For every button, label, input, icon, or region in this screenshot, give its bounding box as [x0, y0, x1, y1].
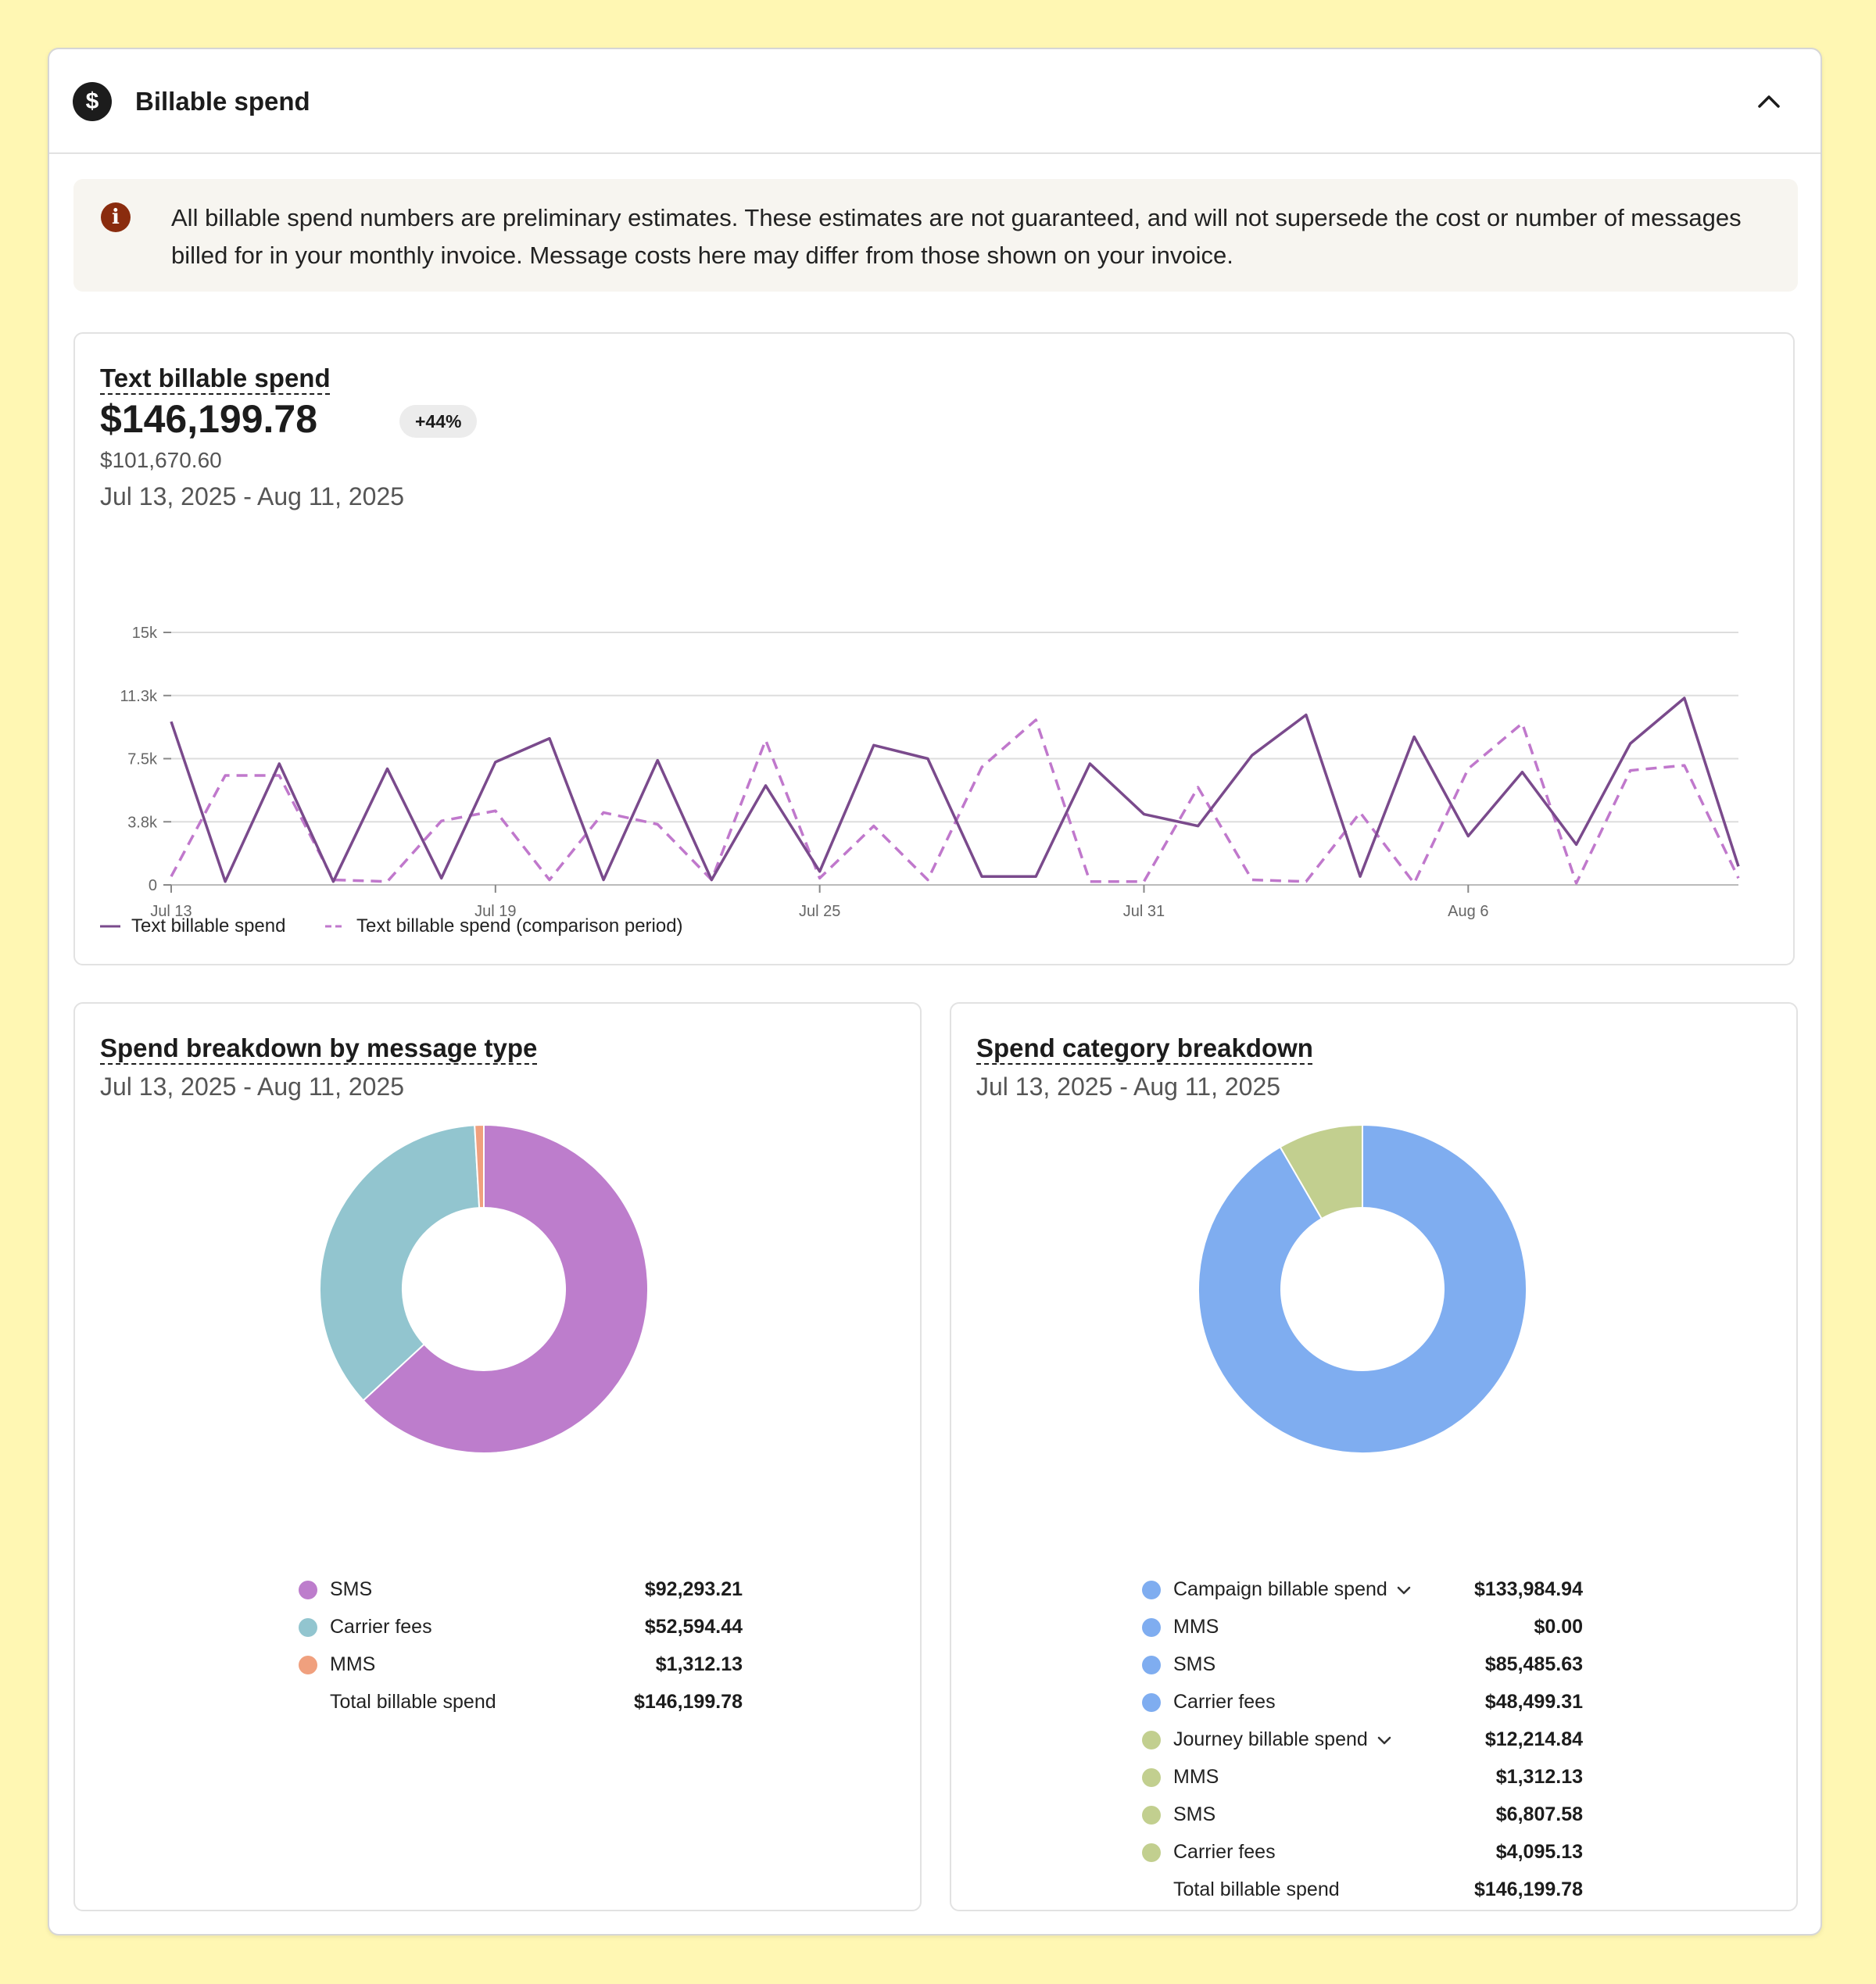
breakdown-value: $1,312.13 [655, 1653, 743, 1675]
breakdown-row: MMS $0.00 [1142, 1616, 1583, 1639]
breakdown-row[interactable]: Campaign billable spend $133,984.94 [1142, 1578, 1583, 1602]
breakdown-row: Carrier fees $4,095.13 [1142, 1841, 1583, 1864]
breakdown-row: Carrier fees $52,594.44 [299, 1616, 743, 1639]
donut-slice-journey-billable-spend[interactable] [1279, 1123, 1363, 1220]
legend-item-comparison[interactable]: Text billable spend (comparison period) [325, 915, 683, 937]
total-row: Total billable spend $146,199.78 [1142, 1878, 1583, 1902]
breakdown-value: $85,485.63 [1484, 1653, 1583, 1675]
breakdown-row[interactable]: Journey billable spend $12,214.84 [1142, 1728, 1583, 1752]
legend-dot [299, 1618, 317, 1637]
breakdown-value: $92,293.21 [644, 1578, 743, 1600]
info-icon: i [101, 202, 131, 232]
breakdown-row: MMS $1,312.13 [299, 1653, 743, 1677]
category-donut [1198, 1123, 1527, 1454]
breakdown-label: Carrier fees [1173, 1841, 1276, 1863]
change-badge: +44% [399, 405, 478, 438]
text-spend-value: $146,199.78 [100, 397, 318, 441]
text-spend-card: Text billable spend $146,199.78 +44% $10… [73, 332, 1795, 965]
legend-dot [1142, 1731, 1161, 1749]
estimate-notice: i All billable spend numbers are prelimi… [73, 179, 1798, 292]
legend-dot [1142, 1768, 1161, 1787]
breakdown-label: SMS [330, 1578, 373, 1600]
x-tick-label: Aug 6 [1448, 903, 1488, 920]
breakdown-value: $48,499.31 [1484, 1691, 1583, 1713]
breakdown-row: SMS $85,485.63 [1142, 1653, 1583, 1677]
y-tick-label: 7.5k [127, 751, 158, 768]
legend-label-comparison: Text billable spend (comparison period) [356, 915, 683, 936]
donut-slice-campaign-billable-spend[interactable] [1198, 1123, 1527, 1454]
breakdown-label: SMS [1173, 1653, 1216, 1675]
y-tick-label: 0 [149, 877, 157, 894]
panel-header[interactable]: $ Billable spend [49, 49, 1821, 154]
panel-title: Billable spend [135, 87, 310, 116]
legend-dot [1142, 1693, 1161, 1712]
donut-slice-carrier-fees[interactable] [319, 1124, 481, 1402]
chevron-down-icon[interactable] [1376, 1732, 1393, 1749]
message-type-title[interactable]: Spend breakdown by message type [100, 1033, 538, 1062]
y-tick-label: 15k [132, 625, 158, 642]
legend-dot [1142, 1618, 1161, 1637]
line-chart: 0 3.8k 7.5k 11.3k 15k Jul 13 Jul 19 Jul 25 Jul 3… [120, 625, 1740, 920]
x-tick-label: Jul 19 [474, 903, 516, 920]
total-value: $146,199.78 [633, 1691, 743, 1713]
comparison-series-line[interactable] [170, 718, 1740, 885]
breakdown-value: $12,214.84 [1484, 1728, 1583, 1750]
legend-dot [1142, 1843, 1161, 1862]
donut-slice-mms[interactable] [474, 1123, 485, 1209]
legend-item-current[interactable]: Text billable spend [100, 915, 285, 937]
dashed-line-icon [325, 925, 345, 928]
message-type-date-range: Jul 13, 2025 - Aug 11, 2025 [100, 1073, 405, 1101]
breakdown-value: $0.00 [1534, 1616, 1583, 1638]
y-tick-label: 3.8k [127, 814, 158, 831]
total-label: Total billable spend [330, 1691, 496, 1713]
breakdown-label: Carrier fees [330, 1616, 432, 1638]
chevron-up-icon[interactable] [1752, 84, 1786, 119]
x-tick-label: Jul 13 [150, 903, 192, 920]
category-title[interactable]: Spend category breakdown [976, 1033, 1313, 1062]
breakdown-value: $1,312.13 [1495, 1766, 1583, 1788]
text-spend-title[interactable]: Text billable spend [100, 363, 331, 392]
text-spend-date-range: Jul 13, 2025 - Aug 11, 2025 [100, 482, 405, 510]
breakdown-label: SMS [1173, 1803, 1216, 1825]
breakdown-label: MMS [1173, 1616, 1219, 1638]
breakdown-label: MMS [1173, 1766, 1219, 1788]
x-tick-label: Jul 25 [799, 903, 840, 920]
legend-dot [1142, 1581, 1161, 1599]
solid-line-icon [100, 925, 120, 928]
y-tick-label: 11.3k [120, 688, 158, 705]
breakdown-label: Journey billable spend [1173, 1728, 1393, 1751]
breakdown-value: $52,594.44 [644, 1616, 743, 1638]
comparison-value: $101,670.60 [100, 448, 222, 472]
dollar-icon: $ [73, 82, 112, 121]
breakdown-label: MMS [330, 1653, 376, 1675]
total-row: Total billable spend $146,199.78 [299, 1691, 743, 1714]
billable-spend-panel: $ Billable spend i All billable spend nu… [48, 48, 1822, 1936]
breakdown-row: SMS $6,807.58 [1142, 1803, 1583, 1827]
legend-label-current: Text billable spend [131, 915, 286, 936]
message-type-card: Spend breakdown by message type Jul 13, … [73, 1002, 922, 1911]
chevron-down-icon[interactable] [1395, 1581, 1412, 1599]
breakdown-row: Carrier fees $48,499.31 [1142, 1691, 1583, 1714]
notice-text: All billable spend numbers are prelimina… [171, 204, 1742, 269]
total-label: Total billable spend [1173, 1878, 1340, 1900]
breakdown-row: SMS $92,293.21 [299, 1578, 743, 1602]
message-type-donut [319, 1123, 649, 1454]
category-card: Spend category breakdown Jul 13, 2025 - … [950, 1002, 1798, 1911]
breakdown-label: Carrier fees [1173, 1691, 1276, 1713]
legend-dot [299, 1656, 317, 1674]
total-value: $146,199.78 [1473, 1878, 1583, 1900]
x-tick-label: Jul 31 [1123, 903, 1165, 920]
current-series-line[interactable] [170, 697, 1740, 883]
breakdown-value: $4,095.13 [1495, 1841, 1583, 1863]
breakdown-value: $133,984.94 [1473, 1578, 1583, 1600]
legend-dot [299, 1581, 317, 1599]
legend-dot [1142, 1656, 1161, 1674]
category-date-range: Jul 13, 2025 - Aug 11, 2025 [976, 1073, 1281, 1101]
breakdown-row: MMS $1,312.13 [1142, 1766, 1583, 1789]
donut-slice-sms[interactable] [362, 1123, 649, 1454]
breakdown-value: $6,807.58 [1495, 1803, 1583, 1825]
breakdown-label: Campaign billable spend [1173, 1578, 1412, 1601]
legend-dot [1142, 1806, 1161, 1825]
